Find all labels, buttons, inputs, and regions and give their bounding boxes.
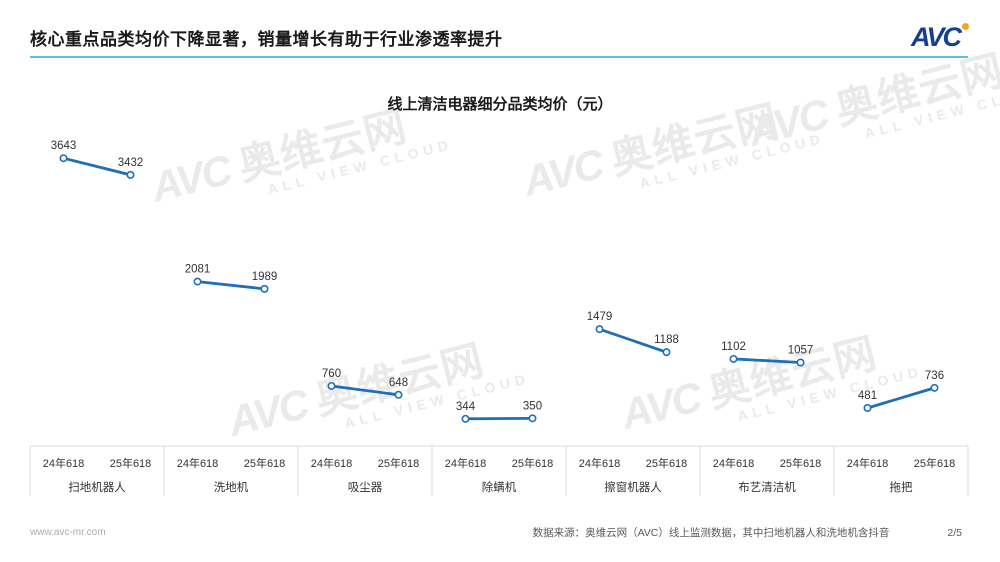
data-point-marker <box>662 348 671 357</box>
value-label: 648 <box>389 377 408 389</box>
page-number: 2/5 <box>947 526 962 539</box>
data-point-marker <box>528 414 537 423</box>
chart-series: 1102 1057 <box>721 341 814 367</box>
data-point-marker <box>260 284 269 293</box>
data-point-marker <box>461 414 470 423</box>
data-point-marker <box>796 358 805 367</box>
period-label: 25年618 <box>646 456 688 470</box>
value-label: 736 <box>925 370 944 382</box>
line-chart: 24年618 25年618 扫地机器人 24年618 25年618 洗地机 24年618 25… <box>29 140 969 496</box>
chart-title: 线上清洁电器细分品类均价（元） <box>387 96 613 113</box>
data-point-marker <box>327 381 336 390</box>
period-label: 25年618 <box>914 456 956 470</box>
category-label: 除螨机 <box>482 480 517 494</box>
header-divider <box>30 56 968 58</box>
category-label: 拖把 <box>890 480 913 494</box>
period-label: 25年618 <box>378 456 420 470</box>
header: 核心重点品类均价下降显著，销量增长有助于行业渗透率提升 AVC <box>30 18 970 56</box>
data-point-marker <box>59 154 68 163</box>
value-label: 3432 <box>118 157 144 169</box>
value-label: 481 <box>858 390 877 402</box>
value-label: 1479 <box>587 311 613 323</box>
chart-series: 1479 1188 <box>587 311 679 357</box>
period-label: 25年618 <box>244 456 286 470</box>
data-point-marker <box>930 383 939 392</box>
period-label: 25年618 <box>110 456 152 470</box>
category-label: 擦窗机器人 <box>604 480 662 494</box>
category-label: 扫地机器人 <box>68 480 126 494</box>
avc-logo-dot-icon <box>962 22 969 30</box>
chart-series: 344 350 <box>456 400 542 423</box>
period-label: 24年618 <box>847 456 889 470</box>
avc-logo-text: AVC <box>910 21 962 52</box>
value-label: 350 <box>523 400 542 412</box>
chart-series: 2081 1989 <box>185 264 278 293</box>
data-point-marker <box>193 277 202 286</box>
data-point-marker <box>729 354 738 363</box>
value-label: 3643 <box>51 140 77 152</box>
data-point-marker <box>863 404 872 413</box>
value-label: 344 <box>456 401 476 413</box>
page-title: 核心重点品类均价下降显著，销量增长有助于行业渗透率提升 <box>30 29 503 49</box>
data-source-note: 数据来源：奥维云网（AVC）线上监测数据，其中扫地机器人和洗地机含抖音 <box>532 527 890 539</box>
data-point-marker <box>126 170 135 179</box>
data-point-marker <box>394 390 403 399</box>
chart-series: 3643 3432 <box>51 140 144 179</box>
category-label: 洗地机 <box>214 480 249 494</box>
period-label: 24年618 <box>579 456 621 470</box>
footer: www.avc-mr.com 数据来源：奥维云网（AVC）线上监测数据，其中扫地… <box>30 525 970 540</box>
value-label: 1102 <box>721 341 746 353</box>
period-label: 25年618 <box>512 456 554 470</box>
value-label: 760 <box>322 368 341 380</box>
website-url: www.avc-mr.com <box>30 527 106 538</box>
period-label: 24年618 <box>43 456 85 470</box>
value-label: 1188 <box>654 334 679 346</box>
chart-series: 760 648 <box>322 368 408 399</box>
value-label: 2081 <box>185 264 211 276</box>
footer-right: 数据来源：奥维云网（AVC）线上监测数据，其中扫地机器人和洗地机含抖音 2/5 <box>533 525 970 540</box>
category-label: 布艺清洁机 <box>738 480 796 494</box>
x-axis: 24年618 25年618 扫地机器人 24年618 25年618 洗地机 24年618 25… <box>29 445 969 496</box>
data-point-marker <box>595 325 604 334</box>
period-label: 24年618 <box>177 456 219 470</box>
avc-logo: AVC <box>911 22 970 53</box>
category-label: 吸尘器 <box>348 481 383 494</box>
period-label: 25年618 <box>780 456 822 470</box>
chart-series: 481 736 <box>858 370 944 413</box>
value-label: 1057 <box>788 344 814 356</box>
value-label: 1989 <box>252 271 278 283</box>
period-label: 24年618 <box>311 456 353 470</box>
period-label: 24年618 <box>713 456 755 470</box>
period-label: 24年618 <box>445 456 487 470</box>
